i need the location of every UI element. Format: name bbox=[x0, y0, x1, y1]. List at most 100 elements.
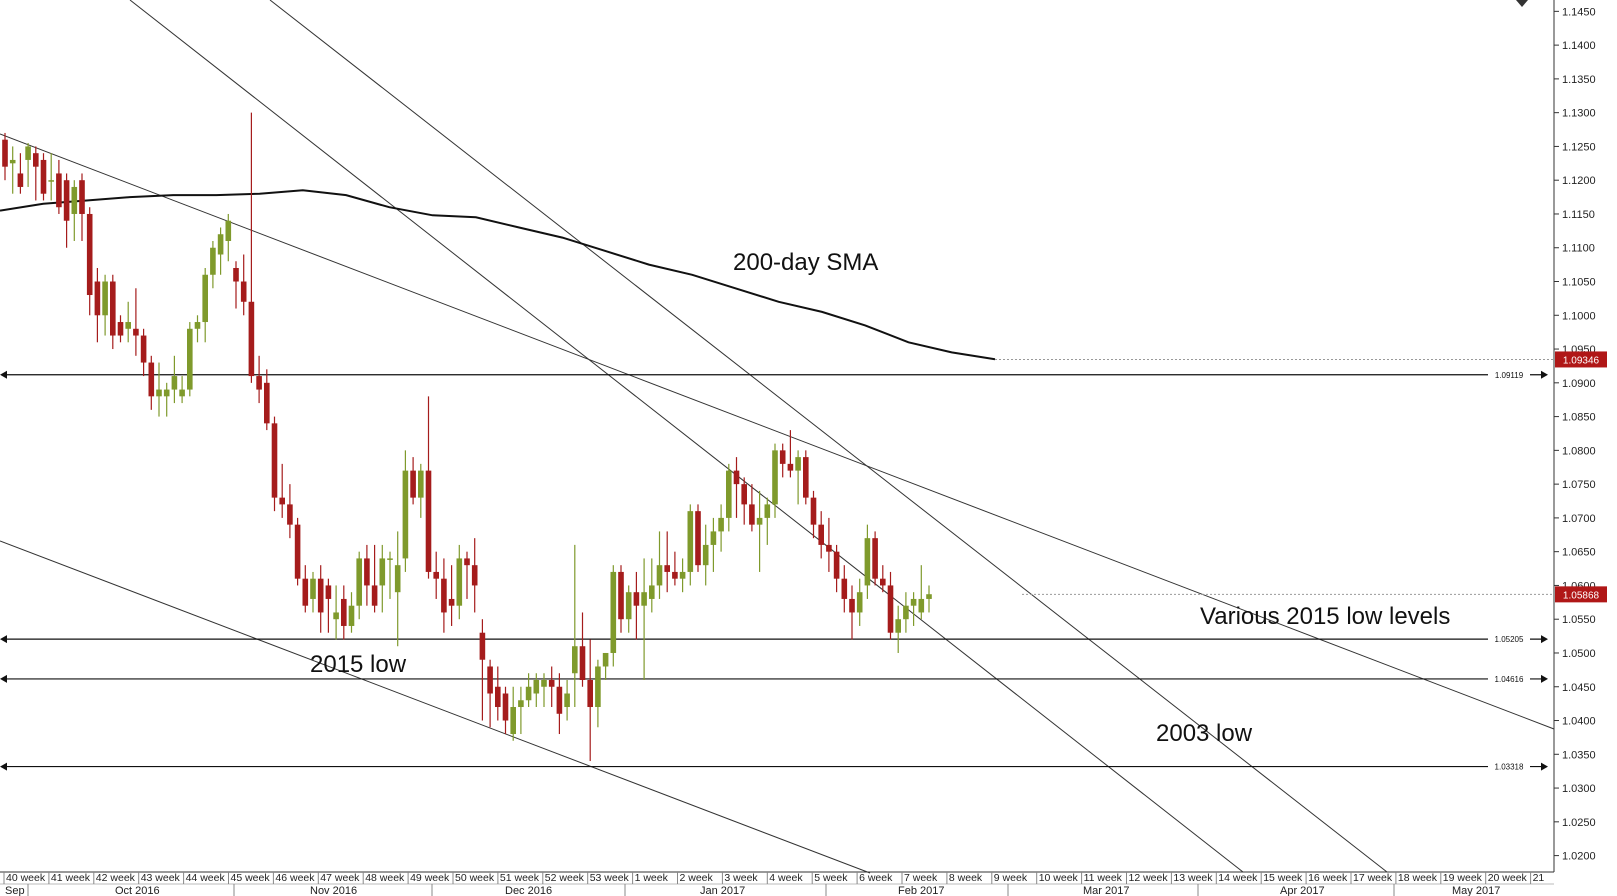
candle-body bbox=[556, 686, 563, 714]
candle-body bbox=[294, 524, 301, 579]
candle-body bbox=[140, 335, 147, 363]
level-arrow-right-icon bbox=[1541, 674, 1548, 683]
trendlines bbox=[0, 0, 1555, 874]
candle-body bbox=[433, 571, 439, 579]
price-marker-box bbox=[1555, 351, 1607, 368]
sma-200-line bbox=[0, 189, 996, 361]
candle-body bbox=[125, 322, 131, 329]
level-arrow-left-icon bbox=[0, 674, 7, 683]
week-label: 4 week bbox=[769, 872, 803, 884]
week-label: 12 week bbox=[1129, 872, 1169, 884]
level-arrow-right-icon bbox=[1541, 762, 1548, 771]
week-label: 53 week bbox=[590, 872, 630, 884]
sma-200-line-path bbox=[0, 189, 996, 361]
candle-body bbox=[641, 592, 647, 606]
candle-body bbox=[764, 504, 771, 518]
week-label: 15 week bbox=[1263, 872, 1303, 884]
plot-area bbox=[0, 0, 1554, 872]
candle-body bbox=[525, 686, 532, 701]
candle-body bbox=[48, 180, 54, 182]
candle-body bbox=[171, 376, 178, 390]
week-label: 18 week bbox=[1398, 872, 1438, 884]
candle-body bbox=[895, 619, 901, 633]
week-label: 50 week bbox=[455, 872, 495, 884]
y-tick-label: 1.1250 bbox=[1562, 141, 1596, 153]
candle-body bbox=[471, 565, 478, 586]
y-tick-label: 1.1450 bbox=[1562, 6, 1596, 18]
y-tick-label: 1.0450 bbox=[1562, 682, 1596, 694]
week-label: 52 week bbox=[545, 872, 585, 884]
candle-body bbox=[25, 146, 31, 160]
candle-body bbox=[287, 504, 293, 525]
week-label: 47 week bbox=[320, 872, 360, 884]
level-label: 1.09119 bbox=[1495, 371, 1524, 380]
y-tick-label: 1.1200 bbox=[1562, 175, 1596, 187]
candle-body bbox=[618, 571, 624, 620]
candle-body bbox=[79, 180, 85, 214]
candle-body bbox=[40, 159, 47, 194]
candle-body bbox=[702, 544, 709, 566]
candle-body bbox=[256, 376, 262, 390]
week-label: 2 week bbox=[680, 872, 714, 884]
candle-body bbox=[587, 679, 593, 708]
candle-body bbox=[733, 470, 740, 485]
week-label: 14 week bbox=[1218, 872, 1258, 884]
candle-body bbox=[656, 565, 663, 586]
candle-body bbox=[664, 565, 670, 572]
trendline-2 bbox=[0, 540, 871, 874]
y-tick-label: 1.1050 bbox=[1562, 277, 1596, 289]
candle-body bbox=[579, 646, 586, 680]
level-label-bg bbox=[1488, 760, 1530, 773]
candle-body bbox=[803, 457, 809, 498]
y-tick-label: 1.0500 bbox=[1562, 648, 1596, 660]
trendline-1 bbox=[0, 133, 1555, 730]
candle-body bbox=[325, 585, 332, 599]
candle-body bbox=[63, 180, 70, 221]
week-label: 8 week bbox=[949, 872, 983, 884]
candle-body bbox=[533, 679, 540, 694]
candle-body bbox=[649, 585, 655, 599]
candle-body bbox=[856, 592, 863, 613]
y-tick-label: 1.0750 bbox=[1562, 479, 1596, 491]
week-label: 51 week bbox=[500, 872, 540, 884]
candle-body bbox=[2, 139, 8, 167]
price-marker-label: 1.05868 bbox=[1563, 590, 1600, 601]
candle-body bbox=[464, 558, 470, 566]
candle-body bbox=[133, 328, 139, 336]
candle-body bbox=[826, 544, 832, 552]
level-arrow-left-icon bbox=[0, 370, 7, 379]
level-label: 1.03318 bbox=[1495, 763, 1524, 772]
week-label: 9 week bbox=[994, 872, 1028, 884]
candle-body bbox=[410, 470, 416, 498]
y-tick-label: 1.0650 bbox=[1562, 547, 1596, 559]
y-axis: 1.0200 1.0250 1.0300 1.0350 1.0400 1.0450 1.05… bbox=[1553, 0, 1596, 872]
level-arrow-right-icon bbox=[1541, 635, 1548, 644]
trendline-3 bbox=[129, 0, 1244, 873]
candle-body bbox=[910, 598, 917, 606]
y-tick-label: 1.0400 bbox=[1562, 716, 1596, 728]
level-arrow-right-icon bbox=[1541, 370, 1548, 379]
candle-body bbox=[541, 679, 547, 687]
candle-body bbox=[479, 632, 486, 660]
candle-body bbox=[56, 173, 62, 208]
level-label-bg bbox=[1488, 368, 1530, 381]
level-label-bg bbox=[1488, 633, 1530, 646]
candle-body bbox=[795, 457, 801, 471]
week-label: 42 week bbox=[96, 872, 136, 884]
candle-body bbox=[610, 571, 617, 653]
menu-triangle-icon[interactable] bbox=[1516, 0, 1528, 7]
candle-body bbox=[425, 470, 432, 572]
month-label: Mar 2017 bbox=[1083, 885, 1129, 896]
candle-body bbox=[887, 585, 894, 633]
candle-body bbox=[163, 389, 170, 397]
y-tick-label: 1.0200 bbox=[1562, 851, 1596, 863]
candle-body bbox=[633, 592, 640, 606]
candle-body bbox=[864, 538, 871, 586]
candle-body bbox=[240, 281, 247, 302]
candle-body bbox=[317, 578, 324, 613]
month-label: Oct 2016 bbox=[115, 885, 160, 896]
candle-body bbox=[672, 571, 678, 579]
candle-body bbox=[880, 578, 886, 586]
candle-body bbox=[918, 598, 925, 613]
candle-body bbox=[102, 281, 108, 316]
